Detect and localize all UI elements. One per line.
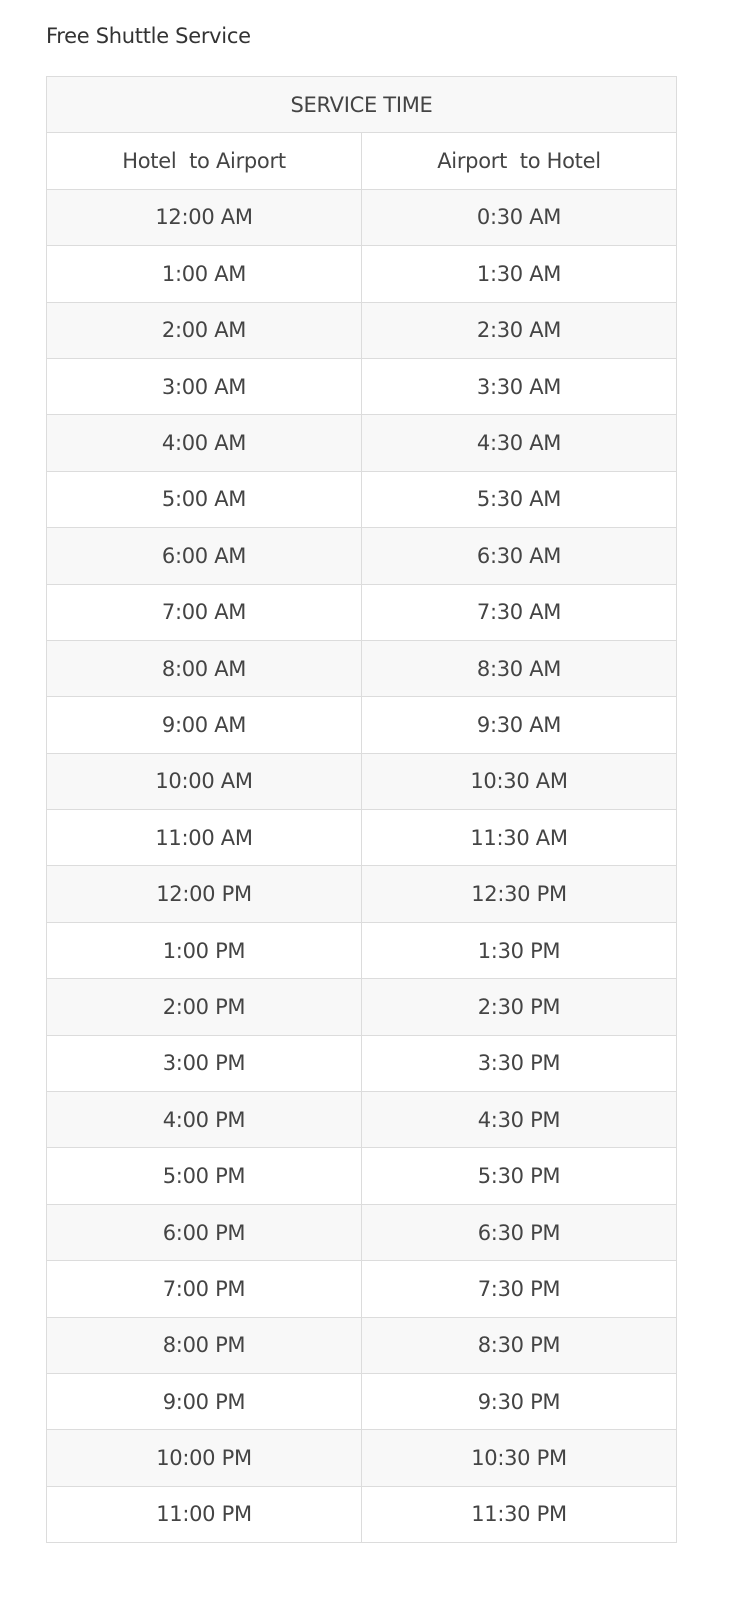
shuttle-schedule-table: SERVICE TIME Hotel to Airport Airport to… xyxy=(46,75,677,1544)
airport-to-hotel-time: 10:30 AM xyxy=(361,752,677,811)
hotel-to-airport-time: 9:00 AM xyxy=(46,696,362,754)
hotel-to-airport-time: 12:00 AM xyxy=(46,188,362,247)
table-row: 8:00 PM 8:30 PM xyxy=(46,1316,677,1374)
airport-to-hotel-time: 2:30 PM xyxy=(361,978,677,1036)
airport-to-hotel-time: 4:30 PM xyxy=(361,1091,677,1149)
hotel-to-airport-time: 12:00 PM xyxy=(46,865,362,923)
airport-to-hotel-time: 7:30 PM xyxy=(361,1260,677,1318)
airport-to-hotel-time: 3:30 PM xyxy=(361,1034,677,1093)
table-row: 11:00 PM 11:30 PM xyxy=(46,1485,677,1544)
page-title: Free Shuttle Service xyxy=(46,24,251,48)
table-row: 4:00 AM 4:30 AM xyxy=(46,414,677,472)
table-row: 1:00 AM 1:30 AM xyxy=(46,245,677,303)
hotel-to-airport-time: 7:00 PM xyxy=(46,1260,362,1318)
hotel-to-airport-time: 9:00 PM xyxy=(46,1372,362,1431)
hotel-to-airport-time: 1:00 PM xyxy=(46,921,362,980)
hotel-to-airport-time: 8:00 AM xyxy=(46,639,362,698)
table-row: 12:00 AM 0:30 AM xyxy=(46,188,677,247)
hotel-to-airport-time: 10:00 AM xyxy=(46,752,362,811)
hotel-to-airport-time: 5:00 PM xyxy=(46,1147,362,1205)
airport-to-hotel-time: 4:30 AM xyxy=(361,414,677,472)
hotel-to-airport-time: 3:00 PM xyxy=(46,1034,362,1093)
table-row: 8:00 AM 8:30 AM xyxy=(46,639,677,698)
hotel-to-airport-time: 10:00 PM xyxy=(46,1429,362,1487)
table-row: 2:00 PM 2:30 PM xyxy=(46,978,677,1036)
table-row: 12:00 PM 12:30 PM xyxy=(46,865,677,923)
table-row: 7:00 AM 7:30 AM xyxy=(46,583,677,641)
hotel-to-airport-time: 2:00 AM xyxy=(46,301,362,359)
airport-to-hotel-time: 9:30 AM xyxy=(361,696,677,754)
airport-to-hotel-time: 2:30 AM xyxy=(361,301,677,359)
hotel-to-airport-time: 2:00 PM xyxy=(46,978,362,1036)
caption-row: SERVICE TIME xyxy=(46,75,677,134)
service-time-header: SERVICE TIME xyxy=(46,75,677,134)
table-row: 7:00 PM 7:30 PM xyxy=(46,1260,677,1318)
table-row: 2:00 AM 2:30 AM xyxy=(46,301,677,359)
table-row: 1:00 PM 1:30 PM xyxy=(46,921,677,980)
column-header-row: Hotel to Airport Airport to Hotel xyxy=(46,132,677,190)
airport-to-hotel-time: 12:30 PM xyxy=(361,865,677,923)
airport-to-hotel-time: 1:30 PM xyxy=(361,921,677,980)
airport-to-hotel-time: 10:30 PM xyxy=(361,1429,677,1487)
airport-to-hotel-time: 8:30 PM xyxy=(361,1316,677,1374)
hotel-to-airport-time: 4:00 AM xyxy=(46,414,362,472)
table-row: 6:00 PM 6:30 PM xyxy=(46,1203,677,1262)
airport-to-hotel-time: 6:30 AM xyxy=(361,527,677,585)
table-row: 5:00 PM 5:30 PM xyxy=(46,1147,677,1205)
column-header-hotel-to-airport: Hotel to Airport xyxy=(46,132,362,190)
hotel-to-airport-time: 11:00 PM xyxy=(46,1485,362,1544)
column-header-airport-to-hotel: Airport to Hotel xyxy=(361,132,677,190)
airport-to-hotel-time: 3:30 AM xyxy=(361,357,677,416)
airport-to-hotel-time: 6:30 PM xyxy=(361,1203,677,1262)
airport-to-hotel-time: 5:30 PM xyxy=(361,1147,677,1205)
airport-to-hotel-time: 11:30 PM xyxy=(361,1485,677,1544)
hotel-to-airport-time: 5:00 AM xyxy=(46,470,362,529)
table-row: 10:00 AM 10:30 AM xyxy=(46,752,677,811)
table-row: 9:00 AM 9:30 AM xyxy=(46,696,677,754)
table-row: 9:00 PM 9:30 PM xyxy=(46,1372,677,1431)
table-row: 11:00 AM 11:30 AM xyxy=(46,809,677,867)
table-row: 10:00 PM 10:30 PM xyxy=(46,1429,677,1487)
hotel-to-airport-time: 6:00 PM xyxy=(46,1203,362,1262)
hotel-to-airport-time: 11:00 AM xyxy=(46,809,362,867)
airport-to-hotel-time: 1:30 AM xyxy=(361,245,677,303)
hotel-to-airport-time: 1:00 AM xyxy=(46,245,362,303)
table-row: 6:00 AM 6:30 AM xyxy=(46,527,677,585)
airport-to-hotel-time: 0:30 AM xyxy=(361,188,677,247)
airport-to-hotel-time: 8:30 AM xyxy=(361,639,677,698)
table-row: 3:00 AM 3:30 AM xyxy=(46,357,677,416)
airport-to-hotel-time: 9:30 PM xyxy=(361,1372,677,1431)
table-row: 3:00 PM 3:30 PM xyxy=(46,1034,677,1093)
hotel-to-airport-time: 4:00 PM xyxy=(46,1091,362,1149)
hotel-to-airport-time: 3:00 AM xyxy=(46,357,362,416)
airport-to-hotel-time: 11:30 AM xyxy=(361,809,677,867)
airport-to-hotel-time: 5:30 AM xyxy=(361,470,677,529)
airport-to-hotel-time: 7:30 AM xyxy=(361,583,677,641)
hotel-to-airport-time: 7:00 AM xyxy=(46,583,362,641)
hotel-to-airport-time: 8:00 PM xyxy=(46,1316,362,1374)
table-row: 4:00 PM 4:30 PM xyxy=(46,1091,677,1149)
table-row: 5:00 AM 5:30 AM xyxy=(46,470,677,529)
hotel-to-airport-time: 6:00 AM xyxy=(46,527,362,585)
